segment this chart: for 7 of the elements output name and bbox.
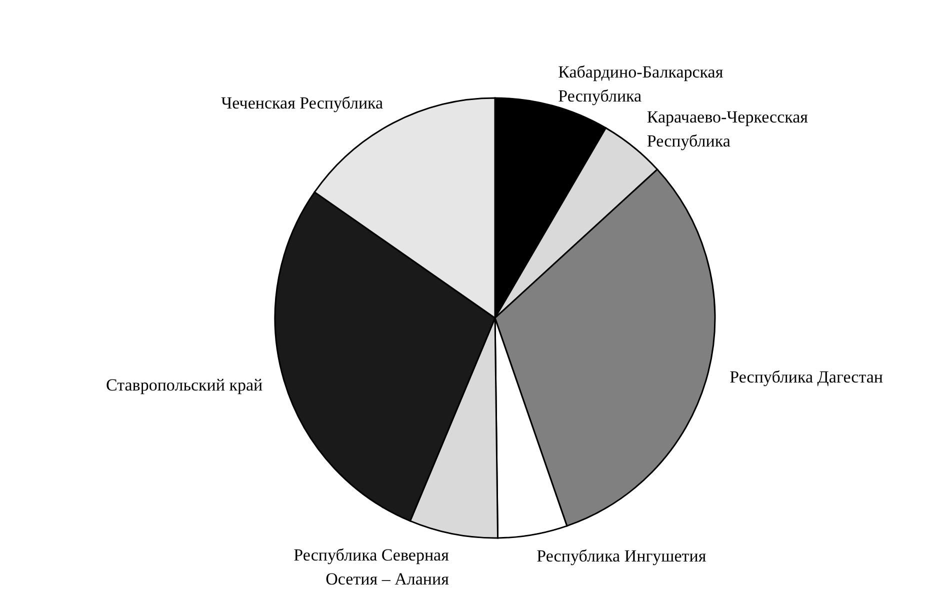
slice-label: Чеченская Республика [221,93,384,112]
slice-label: Республика Ингушетия [536,546,706,566]
slice-label: Ставропольский край [106,376,263,395]
slice-label: Карачаево-Черкесская Республика [646,108,808,151]
slice-label: Республика Северная Осетия – Алания [294,546,450,589]
slice-label: Республика Дагестан [730,367,884,386]
slice-label: Кабардино-Балкарская Республика [558,62,724,106]
